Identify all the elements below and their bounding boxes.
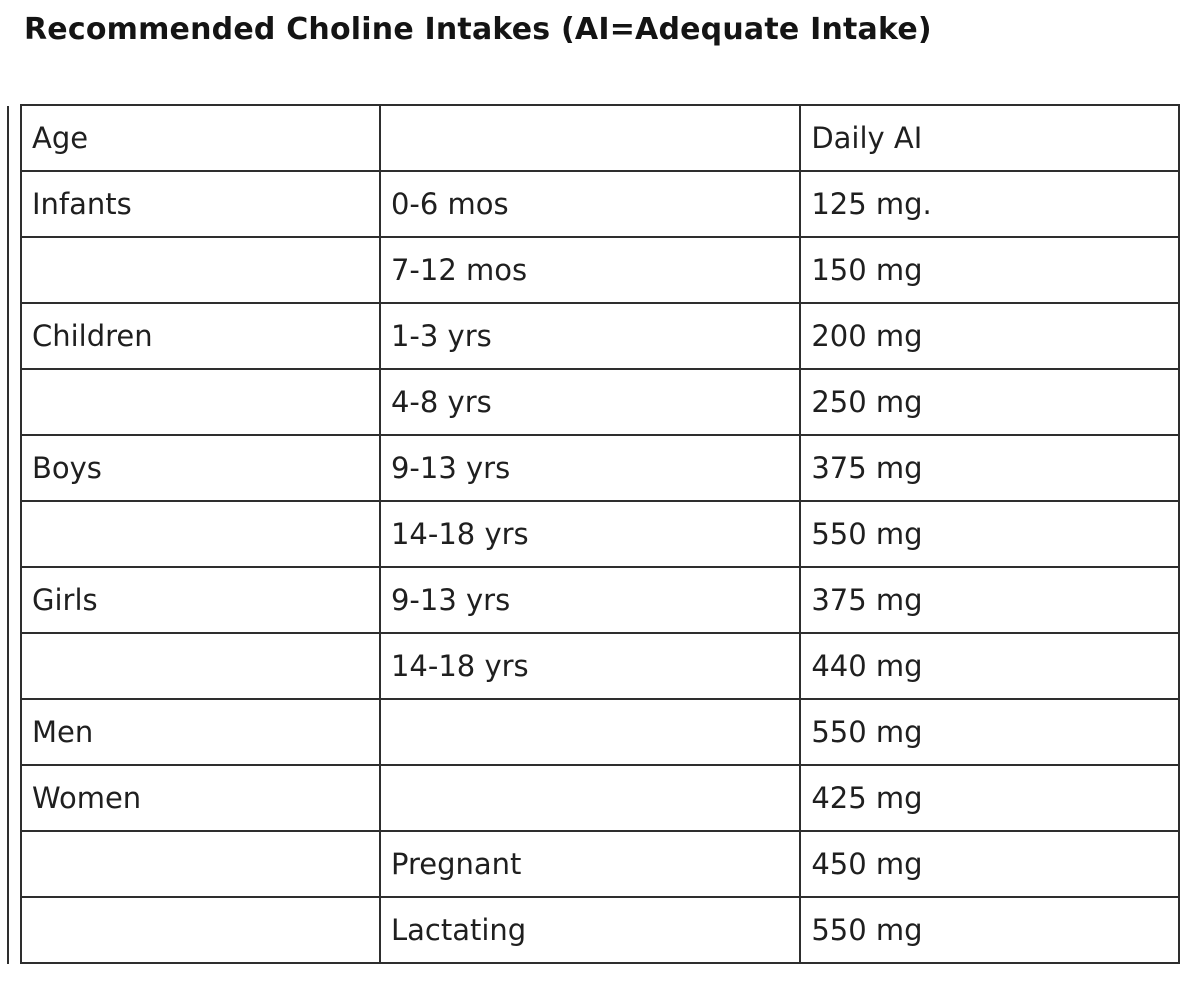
cell-group (20, 368, 381, 436)
table-row: 14-18 yrs 440 mg (20, 632, 1180, 700)
cell-range: 7-12 mos (378, 236, 802, 304)
cell-group: Girls (20, 566, 381, 634)
cell-group: Men (20, 698, 381, 766)
cropped-outer-border-line (7, 106, 9, 964)
cell-group (20, 896, 381, 964)
header-subgroup (378, 104, 802, 172)
cell-group: Boys (20, 434, 381, 502)
table-row: Women 425 mg (20, 764, 1180, 832)
table-row: Men 550 mg (20, 698, 1180, 766)
cell-range: 4-8 yrs (378, 368, 802, 436)
cell-daily-ai: 425 mg (799, 764, 1180, 832)
cell-range: 9-13 yrs (378, 566, 802, 634)
table-row: Girls 9-13 yrs 375 mg (20, 566, 1180, 634)
table-row: 4-8 yrs 250 mg (20, 368, 1180, 436)
cell-group: Women (20, 764, 381, 832)
cell-range: 14-18 yrs (378, 632, 802, 700)
page-title: Recommended Choline Intakes (AI=Adequate… (24, 12, 932, 47)
table-row: Pregnant 450 mg (20, 830, 1180, 898)
cell-daily-ai: 550 mg (799, 500, 1180, 568)
choline-intake-table: Age Daily AI Infants 0-6 mos 125 mg. 7-1… (20, 104, 1180, 964)
cell-daily-ai: 250 mg (799, 368, 1180, 436)
table-row: Children 1-3 yrs 200 mg (20, 302, 1180, 370)
cell-daily-ai: 150 mg (799, 236, 1180, 304)
cell-daily-ai: 450 mg (799, 830, 1180, 898)
cell-range (378, 698, 802, 766)
cell-range: 0-6 mos (378, 170, 802, 238)
cell-group (20, 632, 381, 700)
cell-group: Infants (20, 170, 381, 238)
cell-group (20, 830, 381, 898)
cell-range: 14-18 yrs (378, 500, 802, 568)
cell-daily-ai: 375 mg (799, 434, 1180, 502)
cell-group (20, 500, 381, 568)
table-row: 14-18 yrs 550 mg (20, 500, 1180, 568)
table-row: 7-12 mos 150 mg (20, 236, 1180, 304)
cell-group: Children (20, 302, 381, 370)
cell-range: Pregnant (378, 830, 802, 898)
cell-group (20, 236, 381, 304)
cell-daily-ai: 440 mg (799, 632, 1180, 700)
cell-daily-ai: 125 mg. (799, 170, 1180, 238)
cell-range: Lactating (378, 896, 802, 964)
cell-range: 9-13 yrs (378, 434, 802, 502)
cell-range (378, 764, 802, 832)
cell-daily-ai: 550 mg (799, 698, 1180, 766)
table-row: Infants 0-6 mos 125 mg. (20, 170, 1180, 238)
header-age: Age (20, 104, 381, 172)
cell-daily-ai: 200 mg (799, 302, 1180, 370)
cell-daily-ai: 550 mg (799, 896, 1180, 964)
cell-daily-ai: 375 mg (799, 566, 1180, 634)
table-row: Boys 9-13 yrs 375 mg (20, 434, 1180, 502)
cell-range: 1-3 yrs (378, 302, 802, 370)
header-daily-ai: Daily AI (799, 104, 1180, 172)
table-header-row: Age Daily AI (20, 104, 1180, 172)
table-row: Lactating 550 mg (20, 896, 1180, 964)
